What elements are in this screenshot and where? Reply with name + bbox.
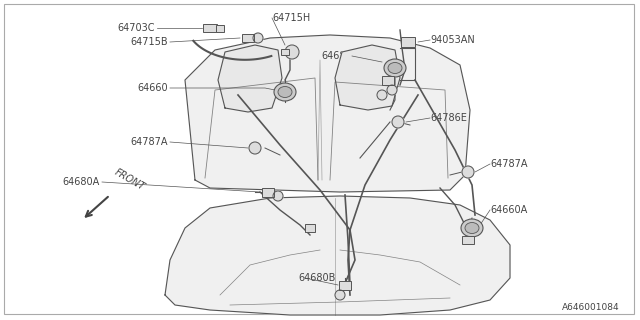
Text: 64660A: 64660A: [490, 205, 527, 215]
Polygon shape: [218, 45, 282, 112]
Bar: [281, 49, 289, 55]
Text: 64786E: 64786E: [430, 113, 467, 123]
Ellipse shape: [274, 83, 296, 101]
Bar: [216, 25, 224, 31]
Circle shape: [335, 290, 345, 300]
Ellipse shape: [461, 219, 483, 237]
Polygon shape: [165, 196, 510, 315]
Polygon shape: [185, 35, 470, 192]
Bar: [262, 188, 274, 196]
Text: 64660: 64660: [138, 83, 168, 93]
Circle shape: [462, 166, 474, 178]
Text: 64703C: 64703C: [118, 23, 155, 33]
Ellipse shape: [278, 86, 292, 98]
Text: FRONT: FRONT: [113, 167, 147, 192]
Bar: [242, 34, 254, 42]
Bar: [462, 236, 474, 244]
Bar: [305, 224, 315, 232]
Text: A646001084: A646001084: [563, 303, 620, 312]
Text: 64715H: 64715H: [272, 13, 310, 23]
Text: 64787A: 64787A: [490, 159, 527, 169]
Ellipse shape: [465, 222, 479, 234]
Bar: [382, 76, 394, 84]
Circle shape: [387, 85, 397, 95]
Circle shape: [392, 116, 404, 128]
Bar: [339, 281, 351, 290]
Text: 64787A: 64787A: [131, 137, 168, 147]
Circle shape: [377, 90, 387, 100]
Text: 64680B: 64680B: [298, 273, 335, 283]
Circle shape: [253, 33, 263, 43]
Circle shape: [273, 191, 283, 201]
Text: 64680: 64680: [321, 51, 352, 61]
Bar: [401, 37, 415, 47]
Bar: [203, 24, 217, 32]
Text: 64715B: 64715B: [131, 37, 168, 47]
Ellipse shape: [388, 62, 402, 74]
Circle shape: [285, 45, 299, 59]
Polygon shape: [335, 45, 400, 110]
Text: 94053AN: 94053AN: [430, 35, 475, 45]
Circle shape: [249, 142, 261, 154]
Ellipse shape: [384, 59, 406, 77]
Text: 64680A: 64680A: [63, 177, 100, 187]
